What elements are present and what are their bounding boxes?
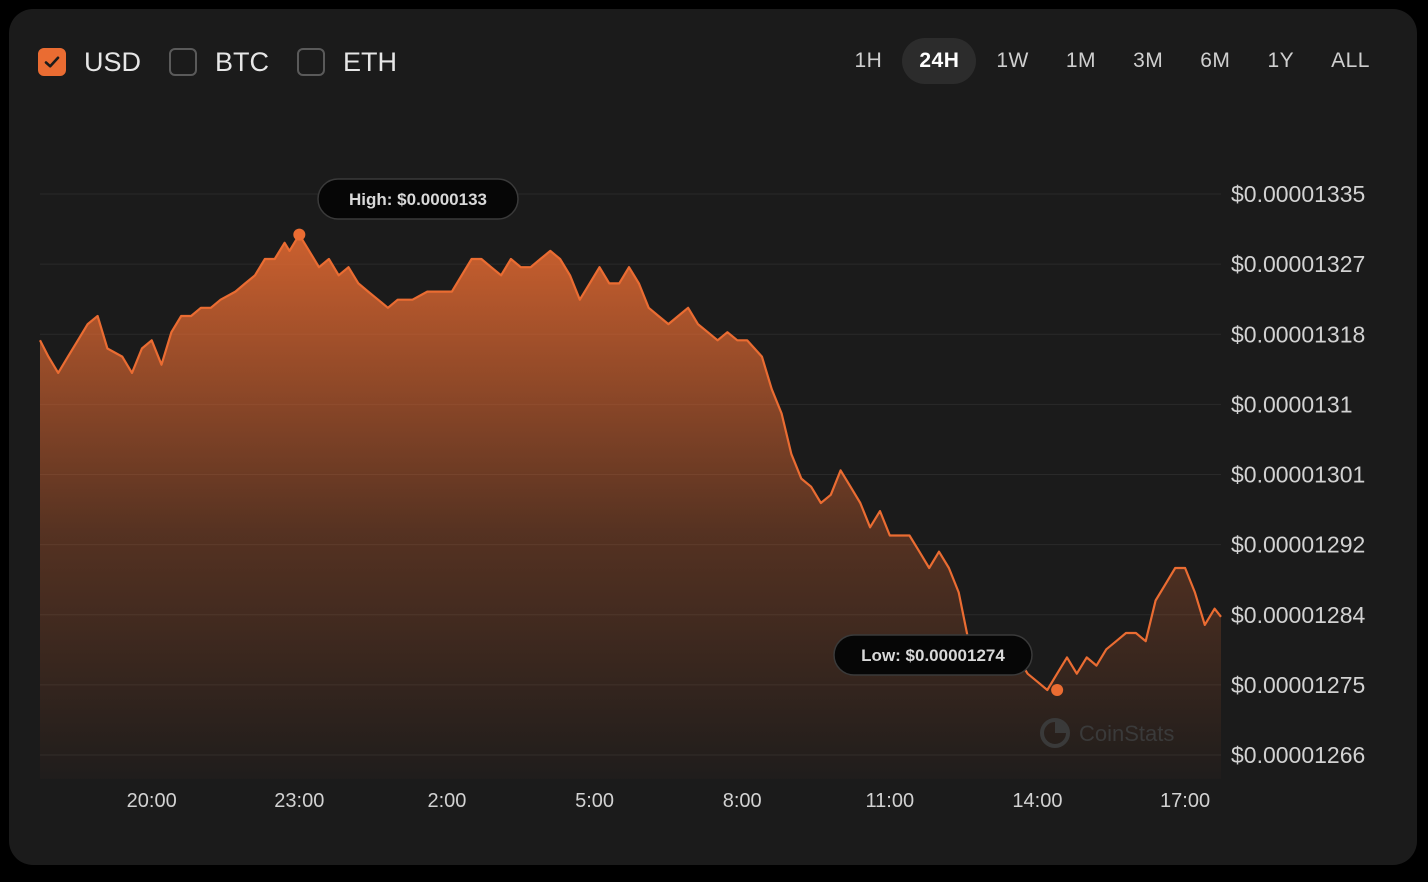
x-tick-label: 8:00 xyxy=(723,790,762,812)
btc-checkbox[interactable] xyxy=(169,48,198,76)
coinstats-watermark: CoinStats xyxy=(1040,718,1174,748)
time-range-tabs: 1H 24H 1W 1M 3M 6M 1Y ALL xyxy=(834,38,1387,84)
y-tick-label: $0.00001284 xyxy=(1231,602,1366,628)
coinstats-logo-wedge xyxy=(1055,720,1068,733)
y-tick-label: $0.00001292 xyxy=(1231,532,1365,558)
low-point xyxy=(1051,683,1064,696)
x-tick-label: 20:00 xyxy=(127,790,177,812)
x-tick-label: 5:00 xyxy=(575,790,614,812)
x-tick-label: 11:00 xyxy=(866,790,915,812)
y-tick-label: $0.00001301 xyxy=(1231,462,1365,488)
range-tab-1h[interactable]: 1H xyxy=(854,49,883,72)
x-tick-label: 2:00 xyxy=(427,790,466,812)
price-area xyxy=(40,234,1221,779)
low-tooltip-text: Low: $0.00001274 xyxy=(861,646,1005,665)
high-point xyxy=(293,228,306,241)
y-tick-label: $0.00001275 xyxy=(1231,672,1365,698)
y-tick-label: $0.00001266 xyxy=(1231,742,1365,768)
range-tab-6m[interactable]: 6M xyxy=(1200,49,1231,72)
x-tick-label: 14:00 xyxy=(1012,790,1062,812)
currency-label-usd: USD xyxy=(84,46,142,77)
high-tooltip-text: High: $0.0000133 xyxy=(349,190,487,209)
high-tooltip: High: $0.0000133 xyxy=(317,178,519,220)
range-tab-24h[interactable]: 24H xyxy=(902,38,977,84)
range-tab-3m[interactable]: 3M xyxy=(1133,49,1164,72)
price-chart[interactable]: $0.00001335 $0.00001327 $0.00001318 $0.0000… xyxy=(9,9,1417,865)
range-tab-1w[interactable]: 1W xyxy=(996,49,1029,72)
high-tooltip-bg xyxy=(317,178,519,220)
currency-option-eth[interactable]: ETH xyxy=(297,47,397,78)
currency-label-eth: ETH xyxy=(343,46,398,77)
y-tick-label: $0.00001318 xyxy=(1231,321,1365,347)
y-tick-label: $0.0000131 xyxy=(1231,391,1353,417)
price-line xyxy=(39,233,1222,692)
eth-checkbox[interactable] xyxy=(297,48,326,76)
price-chart-card: $0.00001335 $0.00001327 $0.00001318 $0.0000… xyxy=(9,9,1417,865)
range-tab-all[interactable]: ALL xyxy=(1331,49,1370,72)
usd-checkbox[interactable] xyxy=(38,48,66,76)
low-tooltip: Low: $0.00001274 xyxy=(833,634,1033,676)
y-tick-label: $0.00001327 xyxy=(1231,251,1365,277)
checkmark-icon xyxy=(44,56,60,68)
watermark-text: CoinStats xyxy=(1079,721,1174,746)
range-tab-1y[interactable]: 1Y xyxy=(1267,49,1295,72)
x-tick-label: 23:00 xyxy=(274,790,324,812)
currency-label-btc: BTC xyxy=(215,46,270,77)
low-tooltip-bg xyxy=(833,634,1033,676)
currency-option-btc[interactable]: BTC xyxy=(169,47,269,78)
currency-option-usd[interactable]: USD xyxy=(38,47,141,78)
currency-selector: USD BTC ETH xyxy=(38,45,425,79)
range-tab-1m[interactable]: 1M xyxy=(1065,49,1097,72)
y-tick-label: $0.00001335 xyxy=(1231,181,1365,207)
x-tick-label: 17:00 xyxy=(1160,790,1210,812)
